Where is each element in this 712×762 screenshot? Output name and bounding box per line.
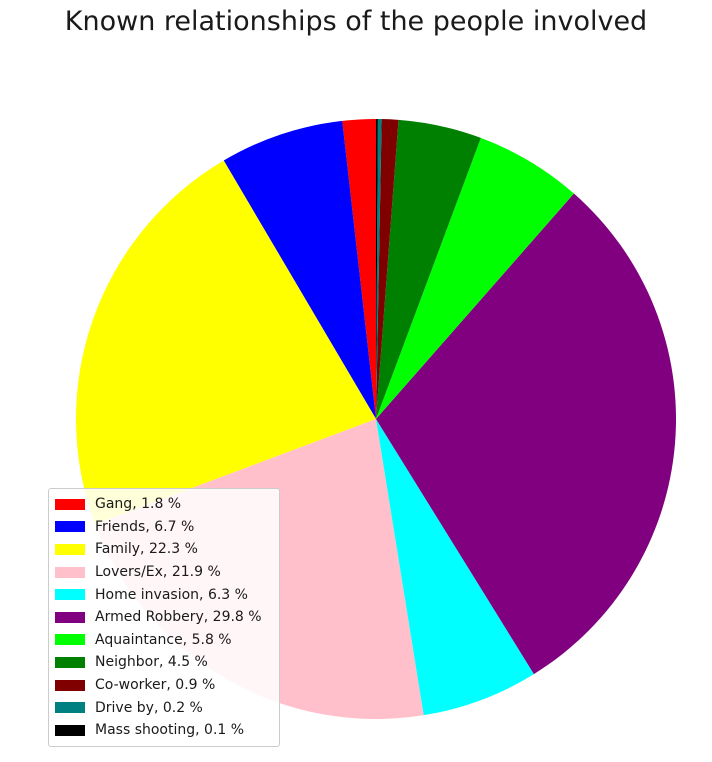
pie-slice-armed-robbery xyxy=(376,193,677,675)
pie-slice-mass-shooting xyxy=(376,119,378,419)
pie-slice-co-worker xyxy=(376,119,399,420)
legend-label: Family, 22.3 % xyxy=(95,541,198,558)
legend-label: Drive by, 0.2 % xyxy=(95,699,203,716)
legend-swatch xyxy=(55,589,85,601)
legend-item: Co-worker, 0.9 % xyxy=(55,674,279,697)
legend-swatch xyxy=(55,611,85,623)
pie-slice-home-invasion xyxy=(376,419,534,716)
chart-title: Known relationships of the people involv… xyxy=(64,6,648,37)
legend: Gang, 1.8 % Friends, 6.7 % Family, 22.3 % L… xyxy=(48,488,280,747)
legend-swatch xyxy=(55,679,85,691)
legend-item: Armed Robbery, 29.8 % xyxy=(55,606,279,629)
legend-label: Home invasion, 6.3 % xyxy=(95,586,248,603)
legend-label: Neighbor, 4.5 % xyxy=(95,654,208,671)
pie-slice-aquaintance xyxy=(376,137,574,420)
legend-item: Aquaintance, 5.8 % xyxy=(55,629,279,652)
pie-slice-family xyxy=(76,160,376,525)
legend-swatch xyxy=(55,702,85,714)
legend-label: Mass shooting, 0.1 % xyxy=(95,722,245,739)
pie-slice-gang xyxy=(342,119,376,419)
legend-label: Lovers/Ex, 21.9 % xyxy=(95,564,221,581)
legend-item: Neighbor, 4.5 % xyxy=(55,651,279,674)
legend-item: Lovers/Ex, 21.9 % xyxy=(55,561,279,584)
legend-swatch xyxy=(55,656,85,668)
pie-slice-neighbor xyxy=(376,119,481,419)
legend-item: Friends, 6.7 % xyxy=(55,516,279,539)
legend-item: Mass shooting, 0.1 % xyxy=(55,719,279,742)
legend-swatch xyxy=(55,498,85,510)
legend-swatch xyxy=(55,634,85,646)
legend-item: Family, 22.3 % xyxy=(55,538,279,561)
legend-swatch xyxy=(55,521,85,533)
pie-slice-friends xyxy=(223,120,376,419)
legend-swatch xyxy=(55,566,85,578)
legend-label: Co-worker, 0.9 % xyxy=(95,677,216,694)
legend-swatch xyxy=(55,724,85,736)
legend-item: Gang, 1.8 % xyxy=(55,493,279,516)
legend-label: Gang, 1.8 % xyxy=(95,496,182,513)
legend-swatch xyxy=(55,543,85,555)
legend-label: Aquaintance, 5.8 % xyxy=(95,631,232,648)
legend-item: Drive by, 0.2 % xyxy=(55,696,279,719)
legend-label: Friends, 6.7 % xyxy=(95,518,195,535)
legend-label: Armed Robbery, 29.8 % xyxy=(95,609,262,626)
legend-item: Home invasion, 6.3 % xyxy=(55,583,279,606)
